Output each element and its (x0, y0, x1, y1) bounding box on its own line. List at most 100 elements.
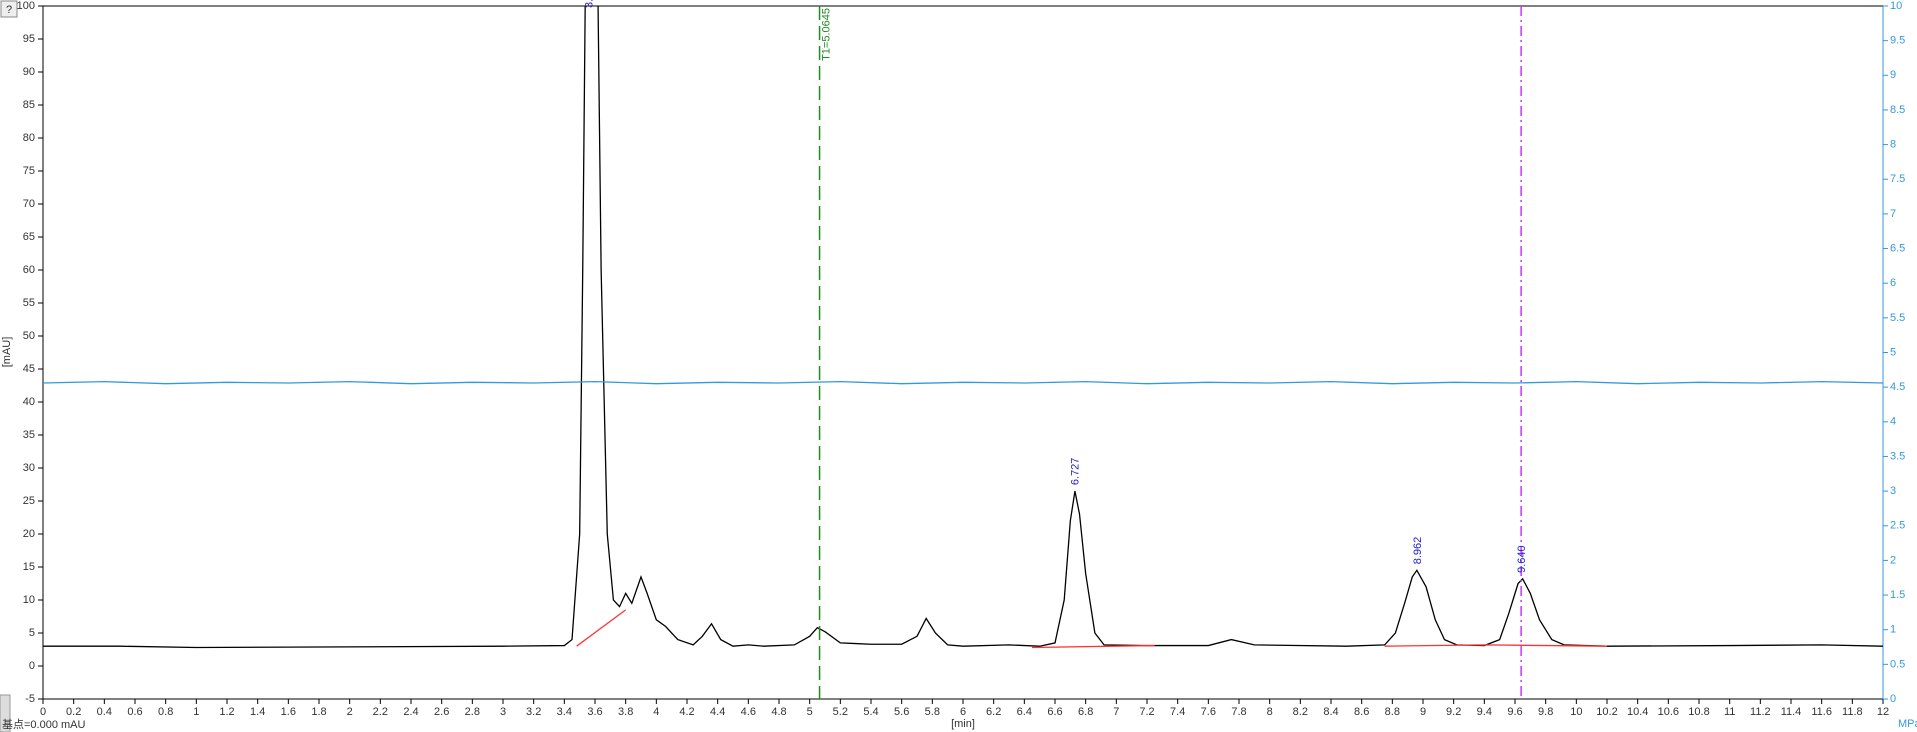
y2-tick-label: 8.5 (1890, 104, 1905, 116)
y2-tick-label: 0.5 (1890, 658, 1905, 670)
y-tick-label: 30 (23, 462, 35, 474)
x-tick-label: 7.4 (1170, 706, 1185, 718)
x-tick-label: 3 (500, 706, 506, 718)
y2-axis-label: MPa (1898, 718, 1917, 730)
x-tick-label: 10.4 (1627, 706, 1648, 718)
x-tick-label: 11 (1724, 706, 1735, 718)
y-tick-label: 90 (23, 66, 35, 78)
y-tick-label: 35 (23, 429, 35, 441)
x-tick-label: 7 (1113, 706, 1119, 718)
x-tick-label: 9.8 (1538, 706, 1553, 718)
x-tick-label: 10.2 (1596, 706, 1617, 718)
x-tick-label: 8.2 (1293, 706, 1308, 718)
x-tick-label: 5.4 (863, 706, 878, 718)
x-tick-label: 9.2 (1446, 706, 1461, 718)
y-tick-label: 0 (29, 660, 35, 672)
x-tick-label: 6.4 (1017, 706, 1032, 718)
x-tick-label: 5.8 (925, 706, 940, 718)
x-tick-label: 0.2 (66, 706, 81, 718)
x-tick-label: 8.8 (1385, 706, 1400, 718)
x-tick-label: 9 (1420, 706, 1426, 718)
x-tick-label: 1.2 (219, 706, 234, 718)
y-axis-label: [mAU] (1, 337, 13, 368)
x-tick-label: 10 (1570, 706, 1582, 718)
y-tick-label: 80 (23, 132, 35, 144)
y-tick-label: 5 (29, 627, 35, 639)
series-line (43, 6, 1883, 649)
y2-tick-label: 7 (1890, 208, 1896, 220)
peak-label: 8.962 (1412, 537, 1424, 565)
x-tick-label: 0.6 (127, 706, 142, 718)
x-tick-label: 4.6 (741, 706, 756, 718)
y-tick-label: 55 (23, 297, 35, 309)
x-tick-label: 8.4 (1323, 706, 1338, 718)
x-tick-label: 12 (1877, 706, 1889, 718)
x-axis-label: [min] (951, 718, 975, 730)
peak-label: 6.727 (1069, 458, 1081, 486)
series-line (1384, 644, 1608, 647)
x-tick-label: 2.4 (403, 706, 418, 718)
x-tick-label: 6.2 (986, 706, 1001, 718)
y2-tick-label: 0 (1890, 693, 1896, 705)
y2-tick-label: 3 (1890, 485, 1896, 497)
y2-tick-label: 1 (1890, 624, 1896, 636)
y2-tick-label: 9.5 (1890, 35, 1905, 47)
y-tick-label: 15 (23, 561, 35, 573)
y-tick-label: 65 (23, 231, 35, 243)
x-tick-label: 5.2 (833, 706, 848, 718)
x-tick-label: 0 (40, 706, 46, 718)
y2-tick-label: 8 (1890, 139, 1896, 151)
x-tick-label: 10.8 (1688, 706, 1709, 718)
y-tick-label: 45 (23, 363, 35, 375)
marker-label: T1=5.0645 (821, 8, 833, 61)
y-tick-label: 40 (23, 396, 35, 408)
x-tick-label: 5.6 (894, 706, 909, 718)
y2-tick-label: 3.5 (1890, 450, 1905, 462)
plot-area (43, 6, 1883, 649)
x-tick-label: 3.8 (618, 706, 633, 718)
x-tick-label: 4.4 (710, 706, 725, 718)
x-tick-label: 6.8 (1078, 706, 1093, 718)
y2-tick-label: 5.5 (1890, 312, 1905, 324)
x-tick-label: 2.6 (434, 706, 449, 718)
y-tick-label: 60 (23, 264, 35, 276)
y2-tick-label: 9 (1890, 69, 1896, 81)
y2-tick-label: 4 (1890, 416, 1896, 428)
x-tick-label: 1.4 (250, 706, 265, 718)
y2-tick-label: 2.5 (1890, 520, 1905, 532)
y2-tick-label: 6 (1890, 277, 1896, 289)
side-tab[interactable] (0, 694, 11, 732)
status-text: 基点=0.000 mAU (2, 718, 86, 731)
x-tick-label: 1 (193, 706, 199, 718)
y-tick-label: 85 (23, 99, 35, 111)
series-line (43, 380, 1883, 385)
x-tick-label: 11.6 (1811, 706, 1832, 718)
x-tick-label: 4.2 (679, 706, 694, 718)
x-tick-label: 2 (347, 706, 353, 718)
x-tick-label: 7.6 (1201, 706, 1216, 718)
x-tick-label: 1.8 (311, 706, 326, 718)
y-tick-label: 20 (23, 528, 35, 540)
series-line (576, 609, 627, 647)
help-text[interactable]: ? (6, 4, 12, 16)
x-tick-label: 11.4 (1781, 706, 1802, 718)
series-line (1031, 644, 1155, 649)
y2-tick-label: 10 (1890, 0, 1902, 12)
x-tick-label: 2.2 (373, 706, 388, 718)
x-tick-label: 0.4 (97, 706, 112, 718)
y2-tick-label: 1.5 (1890, 589, 1905, 601)
x-tick-label: 3.6 (587, 706, 602, 718)
y-tick-label: -5 (25, 693, 35, 705)
x-tick-label: 8.6 (1354, 706, 1369, 718)
x-tick-label: 3.4 (557, 706, 572, 718)
x-tick-label: 0.8 (158, 706, 173, 718)
x-tick-label: 11.2 (1750, 706, 1771, 718)
y2-tick-label: 2 (1890, 554, 1896, 566)
peak-label: 3.556 (583, 0, 595, 8)
x-tick-label: 6.6 (1047, 706, 1062, 718)
help-button[interactable] (0, 0, 18, 18)
x-tick-label: 7.2 (1139, 706, 1154, 718)
